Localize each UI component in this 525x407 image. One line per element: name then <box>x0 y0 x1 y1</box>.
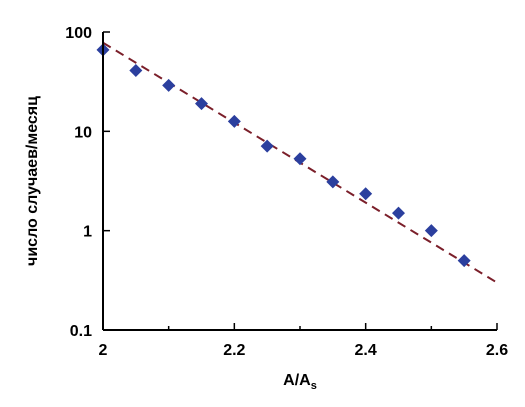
x-tick-label: 2.2 <box>223 342 245 359</box>
axes <box>102 32 497 331</box>
x-tick-label: 2.6 <box>486 342 508 359</box>
data-point <box>129 63 143 77</box>
data-point <box>227 114 241 128</box>
data-point <box>326 175 340 189</box>
data-point <box>260 139 274 153</box>
x-tick-label: 2.4 <box>355 342 377 359</box>
x-axis-title-subscript: s <box>311 380 317 392</box>
y-axis-title: число случаев/месяц <box>24 96 41 266</box>
data-point <box>424 224 438 238</box>
y-tick-label: 0.1 <box>70 323 92 340</box>
ticks: 2 2.2 2.4 2.6 0.1 1 10 100 <box>65 25 508 359</box>
x-axis-title: A/As <box>283 372 317 392</box>
data-points-layer <box>96 43 471 268</box>
data-point <box>359 187 373 201</box>
data-point <box>457 254 471 268</box>
data-point <box>162 78 176 92</box>
x-axis-title-main: A/A <box>283 372 311 389</box>
y-tick-label: 100 <box>65 25 92 42</box>
x-tick-label: 2 <box>99 342 108 359</box>
y-tick-label: 10 <box>74 124 92 141</box>
data-point <box>392 206 405 220</box>
y-tick-label: 1 <box>83 224 92 241</box>
data-point <box>293 152 307 166</box>
data-point <box>195 97 208 111</box>
